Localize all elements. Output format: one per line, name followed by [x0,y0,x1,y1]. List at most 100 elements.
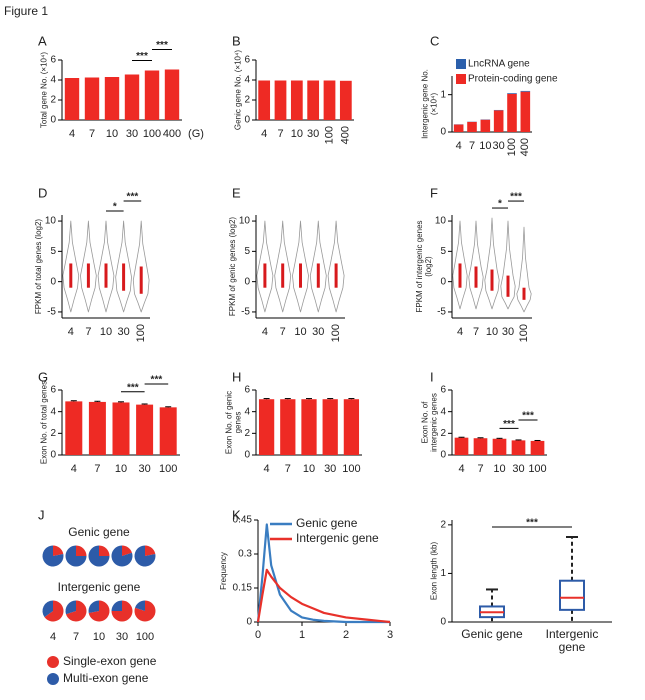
violin-iqr [299,263,302,288]
violin-iqr [474,266,478,288]
bar [307,80,320,120]
legend-swatch [456,74,466,84]
pie-slice [53,545,64,556]
x-tick-label: 100 [330,324,342,342]
y-axis-label: Frequency [219,552,228,590]
pie-slice [111,600,122,611]
x-tick-label: 10 [294,326,306,338]
legend-swatch [456,59,466,69]
violin-iqr [506,275,510,297]
bar [159,407,177,455]
x-tick-label: 400 [519,138,531,156]
bar [301,399,317,455]
bar [520,90,531,92]
violin [292,220,309,313]
y-axis-label: FPKM of intergenic genes [415,220,424,312]
pie-category: 4 [50,631,56,643]
line [256,568,391,624]
pie-slice [135,600,145,611]
pie-slice [111,545,133,567]
legend-swatch [47,673,59,685]
violin-iqr [281,263,285,288]
x-tick-label: 30 [324,463,336,475]
bar [511,440,526,455]
panel-label: C [430,33,439,48]
pie-slice [88,600,110,622]
y-tick-label: 4 [244,406,250,417]
x-unit: (G) [188,128,204,140]
significance-label: *** [522,411,534,422]
violin-iqr [522,287,526,300]
x-tick-label: 10 [115,463,127,475]
violin [484,217,500,310]
bar [84,77,100,120]
x-tick-label: 3 [387,629,393,641]
significance-label: *** [510,192,522,203]
violin [274,220,292,313]
x-tick-label: 30 [117,326,129,338]
y-tick-label: 5 [50,246,56,257]
y-tick-label: 6 [244,55,250,66]
pie-slice [65,600,76,615]
violin-iqr [86,263,90,288]
x-tick-label: 4 [457,326,463,338]
x-tick-label: 1 [299,629,305,641]
significance-label: * [498,199,502,210]
y-axis-label: (log2) [424,256,433,277]
x-tick-label: 10 [486,326,498,338]
significance-label: * [113,202,117,213]
bar [323,80,336,120]
pie-row-title: Intergenic gene [58,580,141,594]
bar [454,437,469,455]
x-tick-label: 7 [277,128,283,140]
violin-iqr [490,269,494,291]
x-tick-label: 100 [518,324,530,342]
x-tick-label: 100 [506,138,518,156]
x-tick-label: 4 [458,463,464,475]
y-tick-label: 5 [244,246,250,257]
bar [144,70,160,120]
x-tick-label: 400 [163,128,181,140]
y-tick-label: 2 [244,95,250,106]
bar [453,124,464,132]
y-axis-label: Intergenic gene No. [421,69,430,139]
panel-label: G [38,369,48,384]
bar [520,91,531,132]
violin [62,220,80,313]
y-tick-label: 2 [244,428,250,439]
pie-slice [88,600,99,613]
y-axis-label: Exon No. of total genes [40,381,49,464]
y-axis-label: Exon No. of [421,401,430,444]
y-axis-label: Exon length (kb) [430,542,439,601]
bar [322,399,338,455]
pie-slice [145,545,156,556]
x-tick-label: 4 [69,128,75,140]
x-tick-label: 4 [262,326,268,338]
x-tick-label: 100 [135,324,147,342]
violin [256,220,274,313]
pie-slice [134,600,156,622]
violin [516,226,532,313]
y-tick-label: 0 [440,127,446,138]
x-tick-label: 4 [261,128,267,140]
x-tick-label: 10 [479,140,491,152]
x-tick-label: 7 [85,326,91,338]
bar [492,438,507,455]
x-tick-label: 30 [512,463,524,475]
panel-label: J [38,507,45,522]
violin [80,220,97,313]
y-axis-label: Exon No. of genic [225,391,234,454]
violin [452,220,468,310]
y-tick-label: 10 [435,216,447,227]
pie-slice [44,600,64,622]
x-tick-label: 7 [477,463,483,475]
y-tick-label: 6 [50,385,56,396]
bar [112,402,130,455]
y-tick-label: 10 [239,216,251,227]
y-tick-label: 10 [45,216,57,227]
box [559,579,585,611]
x-tick-label: Intergenic gene [545,627,599,654]
y-tick-label: 4 [244,75,250,86]
